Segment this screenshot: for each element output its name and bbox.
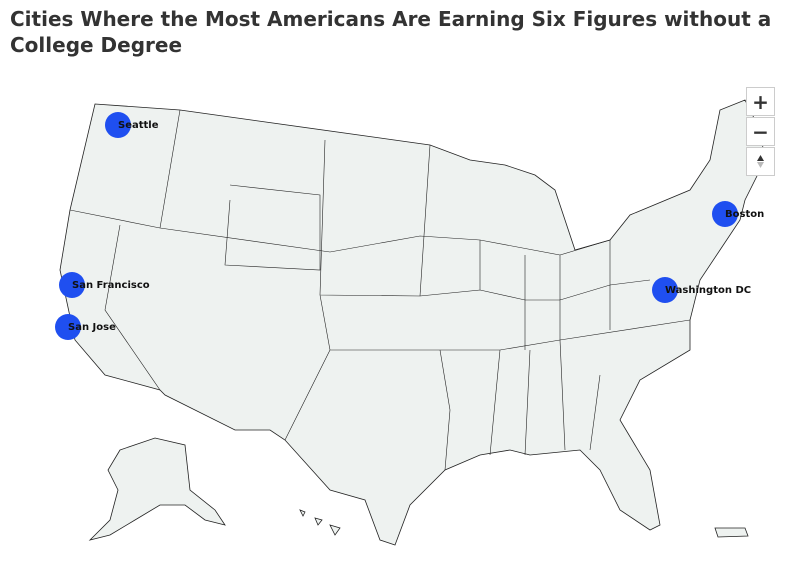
markers: Seattle San Francisco San Jose Washington D… (55, 112, 764, 340)
city-marker[interactable] (105, 112, 131, 138)
city-label: San Francisco (72, 280, 150, 291)
city-label: Washington DC (665, 285, 751, 296)
city-marker[interactable] (652, 277, 678, 303)
state-lines (69, 109, 691, 471)
zoom-in-button[interactable]: + (746, 87, 775, 116)
city-marker[interactable] (55, 314, 81, 340)
compass-icon (757, 155, 764, 168)
city-marker[interactable] (59, 272, 85, 298)
puerto-rico (714, 527, 749, 538)
us-map (59, 99, 766, 546)
zoom-out-button[interactable]: − (746, 117, 775, 146)
map-title: Cities Where the Most Americans Are Earn… (10, 7, 772, 57)
hawaii (299, 509, 341, 536)
city-marker[interactable] (712, 201, 738, 227)
alaska (88, 437, 226, 541)
city-label: San Jose (68, 322, 116, 333)
city-label: Boston (725, 209, 764, 220)
reset-north-button[interactable] (746, 147, 775, 176)
city-label: Seattle (118, 120, 159, 131)
